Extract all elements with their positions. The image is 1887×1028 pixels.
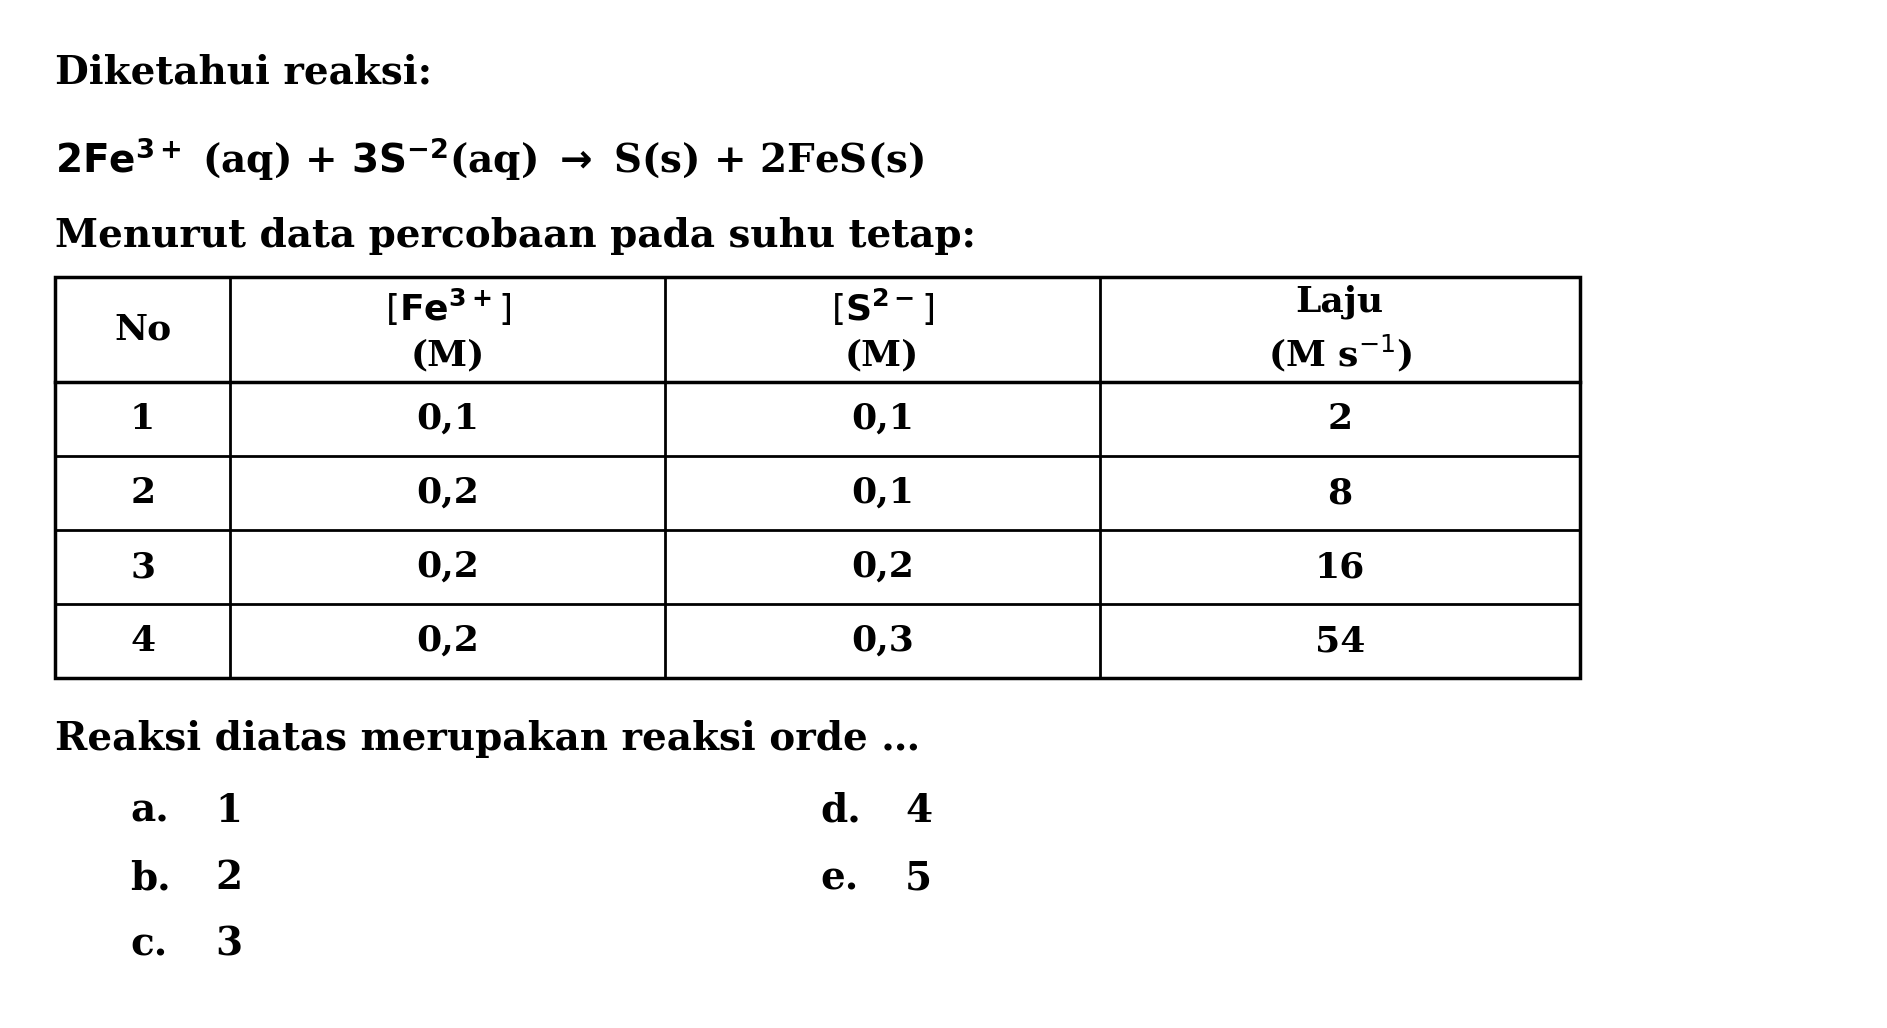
Text: 8: 8 — [1327, 476, 1353, 510]
Text: Laju
(M s$^{-1}$): Laju (M s$^{-1}$) — [1268, 285, 1411, 374]
Text: 54: 54 — [1315, 624, 1364, 658]
Text: 3: 3 — [130, 550, 155, 584]
Text: $[\mathbf{S^{2-}}]$
(M): $[\mathbf{S^{2-}}]$ (M) — [830, 287, 934, 372]
Text: e.: e. — [821, 859, 859, 897]
Text: 0,2: 0,2 — [851, 550, 913, 584]
Bar — [55, 277, 1579, 678]
Text: 16: 16 — [1315, 550, 1364, 584]
Text: a.: a. — [130, 792, 168, 830]
Text: $\mathbf{2Fe^{3+}}$ (aq) + $\mathbf{3S^{-2}}$(aq) $\mathbf{\rightarrow}$ S(s) + : $\mathbf{2Fe^{3+}}$ (aq) + $\mathbf{3S^{… — [55, 135, 925, 183]
Text: 0,2: 0,2 — [417, 624, 479, 658]
Text: 0,1: 0,1 — [417, 402, 479, 436]
Text: 2: 2 — [1327, 402, 1353, 436]
Text: 1: 1 — [215, 792, 242, 830]
Text: 1: 1 — [130, 402, 155, 436]
Text: 0,1: 0,1 — [851, 476, 913, 510]
Text: 2: 2 — [215, 859, 242, 897]
Text: Reaksi diatas merupakan reaksi orde …: Reaksi diatas merupakan reaksi orde … — [55, 720, 921, 758]
Text: No: No — [113, 313, 172, 346]
Text: 3: 3 — [215, 926, 242, 964]
Text: c.: c. — [130, 926, 168, 964]
Text: 0,3: 0,3 — [851, 624, 913, 658]
Text: b.: b. — [130, 859, 170, 897]
Text: 5: 5 — [906, 859, 932, 897]
Text: 0,2: 0,2 — [417, 476, 479, 510]
Text: d.: d. — [821, 792, 860, 830]
Text: Diketahui reaksi:: Diketahui reaksi: — [55, 53, 432, 91]
Text: 0,1: 0,1 — [851, 402, 913, 436]
Text: 0,2: 0,2 — [417, 550, 479, 584]
Text: 4: 4 — [906, 792, 932, 830]
Text: 4: 4 — [130, 624, 155, 658]
Text: $[\mathbf{Fe^{3+}}]$
(M): $[\mathbf{Fe^{3+}}]$ (M) — [385, 287, 511, 372]
Text: Menurut data percobaan pada suhu tetap:: Menurut data percobaan pada suhu tetap: — [55, 217, 976, 255]
Text: 2: 2 — [130, 476, 155, 510]
